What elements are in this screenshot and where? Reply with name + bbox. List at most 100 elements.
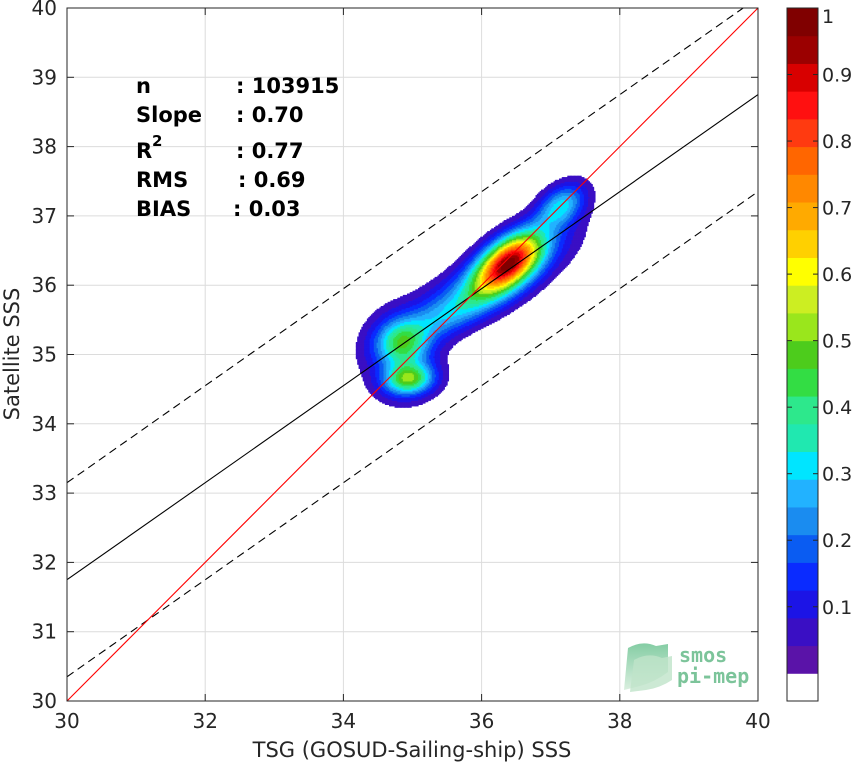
density-cell: [400, 400, 403, 403]
density-cell: [390, 382, 393, 385]
density-cell: [394, 346, 397, 349]
density-cell: [383, 350, 386, 353]
density-cell: [398, 353, 401, 356]
density-cell: [415, 354, 418, 357]
density-cell: [437, 387, 440, 390]
density-cell: [419, 360, 422, 363]
density-cell: [382, 369, 385, 372]
density-cell: [372, 394, 375, 397]
density-cell: [406, 354, 409, 357]
density-cell: [418, 368, 421, 371]
density-cell: [408, 347, 411, 350]
density-cell: [391, 403, 394, 405]
density-cell: [359, 350, 362, 353]
density-cell: [434, 361, 437, 364]
density-cell: [435, 355, 438, 358]
density-cell: [365, 384, 368, 387]
density-cell: [416, 387, 419, 390]
density-cell: [368, 360, 371, 363]
density-cell: [433, 346, 436, 349]
density-cell: [435, 380, 438, 383]
density-cell: [391, 353, 394, 356]
density-cell: [408, 351, 411, 354]
density-cell: [383, 376, 386, 379]
density-cell: [424, 397, 427, 400]
density-cell: [393, 353, 396, 356]
density-cell: [420, 387, 423, 390]
density-cell: [384, 389, 387, 392]
density-cell: [429, 393, 432, 396]
density-cell: [433, 396, 436, 399]
density-cell: [408, 401, 411, 404]
density-cell: [424, 351, 427, 354]
density-cell: [412, 396, 415, 399]
density-cell: [401, 360, 404, 363]
density-cell: [434, 350, 437, 353]
density-cell: [431, 353, 434, 356]
density-cell: [435, 361, 438, 364]
density-cell: [424, 353, 427, 356]
density-cell: [372, 358, 375, 361]
density-cell: [361, 372, 364, 375]
density-cell: [361, 368, 364, 371]
density-cell: [413, 365, 416, 368]
density-cell: [429, 396, 432, 399]
density-cell: [411, 369, 414, 372]
density-cell: [384, 350, 387, 353]
density-cell: [423, 382, 426, 385]
density-cell: [393, 389, 396, 392]
density-cell: [371, 365, 374, 368]
density-cell: [379, 355, 382, 358]
density-cell: [413, 397, 416, 400]
density-cell: [358, 350, 361, 353]
density-cell: [397, 383, 400, 386]
density-cell: [369, 358, 372, 361]
density-cell: [426, 389, 429, 392]
density-cell: [435, 369, 438, 372]
density-cell: [426, 373, 429, 376]
density-cell: [424, 387, 427, 390]
density-cell: [437, 380, 440, 383]
density-cell: [406, 391, 409, 394]
density-cell: [401, 403, 404, 405]
density-cell: [445, 347, 448, 350]
density-cell: [408, 350, 411, 353]
density-cell: [373, 364, 376, 367]
density-cell: [444, 383, 447, 386]
density-cell: [357, 357, 360, 360]
density-cell: [429, 379, 432, 382]
density-cell: [418, 361, 421, 364]
density-cell: [409, 384, 412, 387]
density-cell: [435, 354, 438, 357]
density-cell: [442, 387, 445, 390]
density-cell: [424, 364, 427, 367]
density-cell: [449, 347, 452, 350]
density-cell: [416, 378, 419, 381]
density-cell: [427, 364, 430, 367]
density-cell: [402, 386, 405, 389]
density-cell: [386, 365, 389, 368]
density-cell: [438, 379, 441, 382]
density-cell: [387, 360, 390, 363]
density-cell: [408, 389, 411, 392]
density-cell: [368, 384, 371, 387]
density-cell: [389, 378, 391, 381]
density-cell: [416, 364, 419, 367]
density-cell: [357, 355, 360, 358]
density-cell: [430, 369, 433, 372]
density-cell: [382, 386, 385, 389]
density-cell: [373, 371, 376, 374]
density-cell: [445, 365, 448, 368]
density-cell: [386, 391, 389, 394]
density-cell: [380, 350, 383, 353]
density-cell: [413, 375, 416, 378]
density-cell: [440, 355, 443, 358]
density-cell: [447, 364, 450, 367]
density-cell: [369, 380, 372, 383]
density-cell: [412, 401, 415, 404]
density-cell: [389, 366, 391, 369]
density-cell: [369, 350, 372, 353]
density-cell: [387, 375, 390, 378]
density-cell: [422, 386, 425, 389]
density-cell: [419, 350, 422, 353]
